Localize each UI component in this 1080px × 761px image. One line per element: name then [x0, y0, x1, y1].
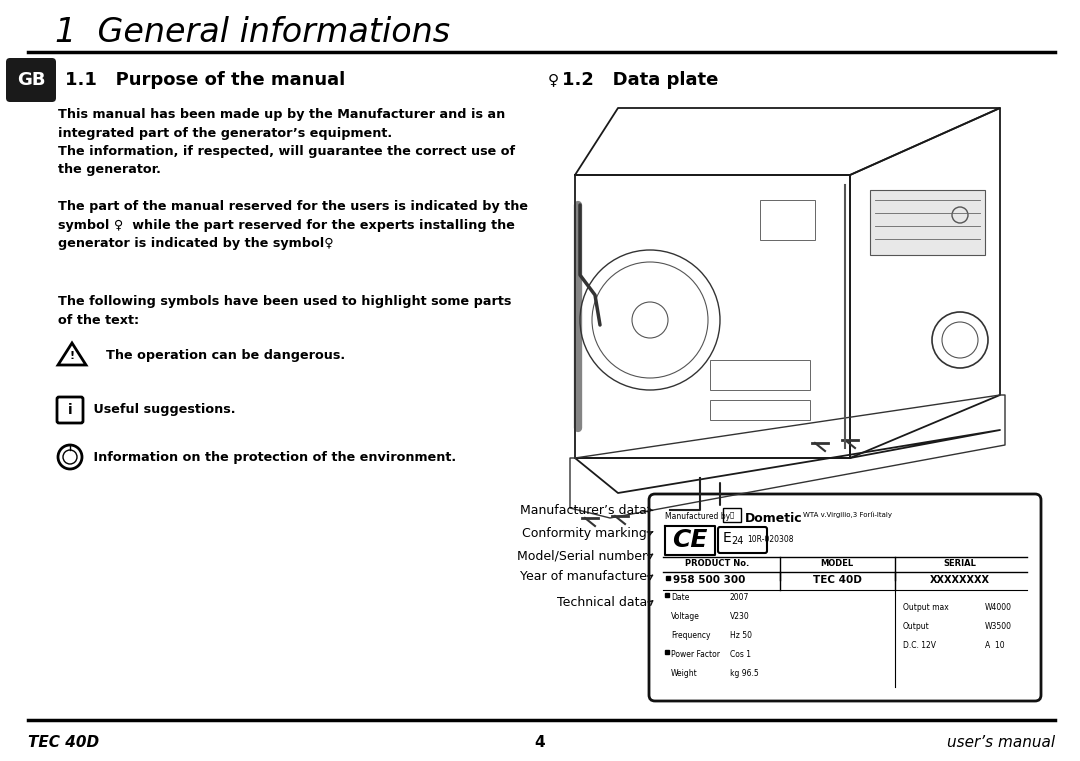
Text: Output: Output [903, 622, 930, 631]
Text: 1.2   Data plate: 1.2 Data plate [562, 71, 718, 89]
Bar [710, 400, 810, 420]
Text: 1.1   Purpose of the manual: 1.1 Purpose of the manual [65, 71, 346, 89]
Text: Voltage: Voltage [671, 612, 700, 621]
Text: Model/Serial number: Model/Serial number [517, 549, 647, 562]
Text: D.C. 12V: D.C. 12V [903, 641, 936, 650]
Text: 2007: 2007 [730, 593, 750, 602]
FancyBboxPatch shape [6, 58, 56, 102]
Text: kg 96.5: kg 96.5 [730, 669, 759, 678]
Text: user’s manual: user’s manual [947, 735, 1055, 750]
Bar [760, 200, 815, 240]
Text: 4: 4 [535, 735, 545, 750]
FancyBboxPatch shape [649, 494, 1041, 701]
Text: W3500: W3500 [985, 622, 1012, 631]
Text: Manufacturer’s data: Manufacturer’s data [521, 504, 647, 517]
Text: GB: GB [17, 71, 45, 89]
Text: Dometic: Dometic [745, 512, 802, 525]
Text: CE: CE [672, 528, 707, 552]
Text: Frequency: Frequency [671, 631, 711, 640]
Text: i: i [68, 403, 72, 417]
Text: Cos 1: Cos 1 [730, 650, 751, 659]
Text: Useful suggestions.: Useful suggestions. [89, 403, 235, 416]
Text: Date: Date [671, 593, 689, 602]
Bar [723, 508, 741, 522]
Text: PRODUCT No.: PRODUCT No. [685, 559, 750, 568]
Text: MODEL: MODEL [821, 559, 853, 568]
Text: WTA v.Virgilio,3 Forlì-Italy: WTA v.Virgilio,3 Forlì-Italy [804, 512, 892, 518]
Text: V230: V230 [730, 612, 750, 621]
Text: Power Factor: Power Factor [671, 650, 720, 659]
Text: Output max: Output max [903, 603, 948, 612]
Text: A  10: A 10 [985, 641, 1004, 650]
Text: W4000: W4000 [985, 603, 1012, 612]
Text: !: ! [69, 351, 75, 361]
Text: TEC 40D: TEC 40D [28, 735, 99, 750]
Text: ♀: ♀ [548, 72, 559, 88]
FancyBboxPatch shape [718, 527, 767, 553]
Text: This manual has been made up by the Manufacturer and is an
integrated part of th: This manual has been made up by the Manu… [58, 108, 515, 177]
Text: 24: 24 [731, 536, 743, 546]
Text: 958 500 300: 958 500 300 [673, 575, 745, 585]
Text: Information on the protection of the environment.: Information on the protection of the env… [89, 451, 456, 463]
Text: ⓓ: ⓓ [730, 511, 734, 518]
Text: Hz 50: Hz 50 [730, 631, 752, 640]
Bar [870, 190, 985, 255]
Text: Technical data: Technical data [557, 597, 647, 610]
Text: 1  General informations: 1 General informations [55, 15, 450, 49]
Bar [710, 360, 810, 390]
Text: The part of the manual reserved for the users is indicated by the
symbol ♀  whil: The part of the manual reserved for the … [58, 200, 528, 250]
Text: The following symbols have been used to highlight some parts
of the text:: The following symbols have been used to … [58, 295, 511, 326]
Text: Year of manufacture: Year of manufacture [519, 571, 647, 584]
Text: TEC 40D: TEC 40D [812, 575, 862, 585]
Text: 10R-020308: 10R-020308 [746, 536, 793, 545]
Text: The operation can be dangerous.: The operation can be dangerous. [97, 349, 346, 361]
Text: E: E [723, 531, 732, 545]
Text: Weight: Weight [671, 669, 698, 678]
Text: XXXXXXXX: XXXXXXXX [930, 575, 990, 585]
Text: SERIAL: SERIAL [944, 559, 976, 568]
Text: Conformity marking: Conformity marking [523, 527, 647, 540]
Text: Manufactured by: Manufactured by [665, 512, 730, 521]
FancyBboxPatch shape [57, 397, 83, 423]
